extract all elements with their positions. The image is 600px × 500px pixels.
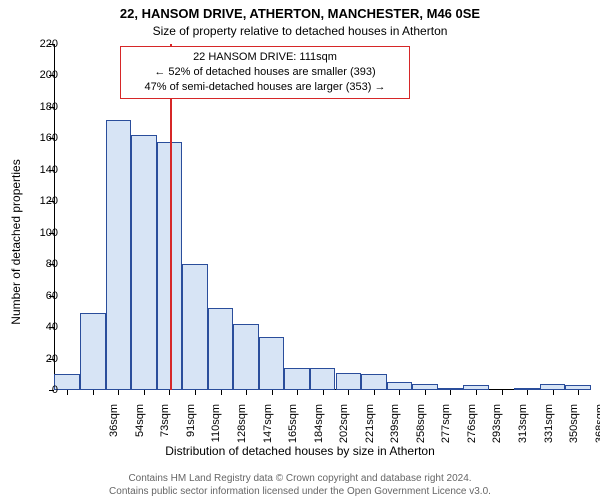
- x-tick-label: 128sqm: [236, 404, 248, 454]
- footer-line-1: Contains HM Land Registry data © Crown c…: [0, 472, 600, 485]
- y-tick-label: 200: [18, 69, 58, 81]
- x-tick: [144, 390, 145, 395]
- x-tick-label: 184sqm: [313, 404, 325, 454]
- x-tick: [272, 390, 273, 395]
- x-tick-label: 313sqm: [517, 404, 529, 454]
- footer: Contains HM Land Registry data © Crown c…: [0, 472, 600, 498]
- x-tick: [374, 390, 375, 395]
- x-tick-label: 368sqm: [594, 404, 600, 454]
- chart-title: 22, HANSOM DRIVE, ATHERTON, MANCHESTER, …: [0, 6, 600, 21]
- x-tick-label: 165sqm: [287, 404, 299, 454]
- y-tick-label: 160: [18, 132, 58, 144]
- x-tick-label: 293sqm: [491, 404, 503, 454]
- x-tick: [221, 390, 222, 395]
- histogram-bar: [208, 308, 234, 390]
- x-tick: [297, 390, 298, 395]
- y-tick-label: 20: [18, 353, 58, 365]
- y-tick-label: 140: [18, 164, 58, 176]
- histogram-bar: [54, 374, 80, 390]
- y-tick-label: 0: [18, 384, 58, 396]
- histogram-bar: [284, 368, 310, 390]
- x-tick-label: 91sqm: [185, 404, 197, 454]
- annotation-line: ← 52% of detached houses are smaller (39…: [129, 65, 401, 80]
- x-tick: [450, 390, 451, 395]
- x-tick: [118, 390, 119, 395]
- histogram-bar: [310, 368, 336, 390]
- x-tick-label: 258sqm: [415, 404, 427, 454]
- y-tick-label: 80: [18, 258, 58, 270]
- histogram-bar: [387, 382, 413, 390]
- y-axis-line: [54, 44, 55, 390]
- x-tick: [425, 390, 426, 395]
- x-tick-label: 54sqm: [134, 404, 146, 454]
- x-axis-label: Distribution of detached houses by size …: [0, 444, 600, 458]
- x-tick-label: 36sqm: [108, 404, 120, 454]
- y-tick-label: 40: [18, 321, 58, 333]
- annotation-line: 22 HANSOM DRIVE: 111sqm: [129, 50, 401, 65]
- histogram-bar: [131, 135, 157, 390]
- x-tick-label: 147sqm: [262, 404, 274, 454]
- histogram-bar: [80, 313, 106, 390]
- y-tick-label: 120: [18, 195, 58, 207]
- y-tick-label: 100: [18, 227, 58, 239]
- x-tick-label: 277sqm: [440, 404, 452, 454]
- x-tick-label: 73sqm: [159, 404, 171, 454]
- x-tick: [578, 390, 579, 395]
- histogram-bar: [336, 373, 362, 390]
- x-tick: [527, 390, 528, 395]
- annotation-line: 47% of semi-detached houses are larger (…: [129, 80, 401, 95]
- x-tick-label: 350sqm: [568, 404, 580, 454]
- x-tick: [246, 390, 247, 395]
- y-tick-label: 180: [18, 101, 58, 113]
- chart-container: 22, HANSOM DRIVE, ATHERTON, MANCHESTER, …: [0, 0, 600, 500]
- x-tick: [399, 390, 400, 395]
- x-tick-label: 276sqm: [466, 404, 478, 454]
- x-tick-label: 110sqm: [210, 404, 222, 454]
- x-tick: [93, 390, 94, 395]
- x-tick: [476, 390, 477, 395]
- x-tick: [553, 390, 554, 395]
- x-tick-label: 202sqm: [338, 404, 350, 454]
- histogram-bar: [182, 264, 208, 390]
- y-tick-label: 220: [18, 38, 58, 50]
- annotation-box: 22 HANSOM DRIVE: 111sqm← 52% of detached…: [120, 46, 410, 99]
- x-tick: [67, 390, 68, 395]
- histogram-bar: [361, 374, 387, 390]
- x-tick: [502, 390, 503, 395]
- x-tick-label: 221sqm: [364, 404, 376, 454]
- y-tick-label: 60: [18, 290, 58, 302]
- histogram-bar: [233, 324, 259, 390]
- x-tick: [195, 390, 196, 395]
- x-tick: [348, 390, 349, 395]
- histogram-bar: [259, 337, 285, 390]
- x-tick: [323, 390, 324, 395]
- footer-line-2: Contains public sector information licen…: [0, 485, 600, 498]
- histogram-bar: [106, 120, 132, 391]
- x-tick-label: 239sqm: [389, 404, 401, 454]
- x-tick: [169, 390, 170, 395]
- x-tick-label: 331sqm: [543, 404, 555, 454]
- chart-subtitle: Size of property relative to detached ho…: [0, 24, 600, 38]
